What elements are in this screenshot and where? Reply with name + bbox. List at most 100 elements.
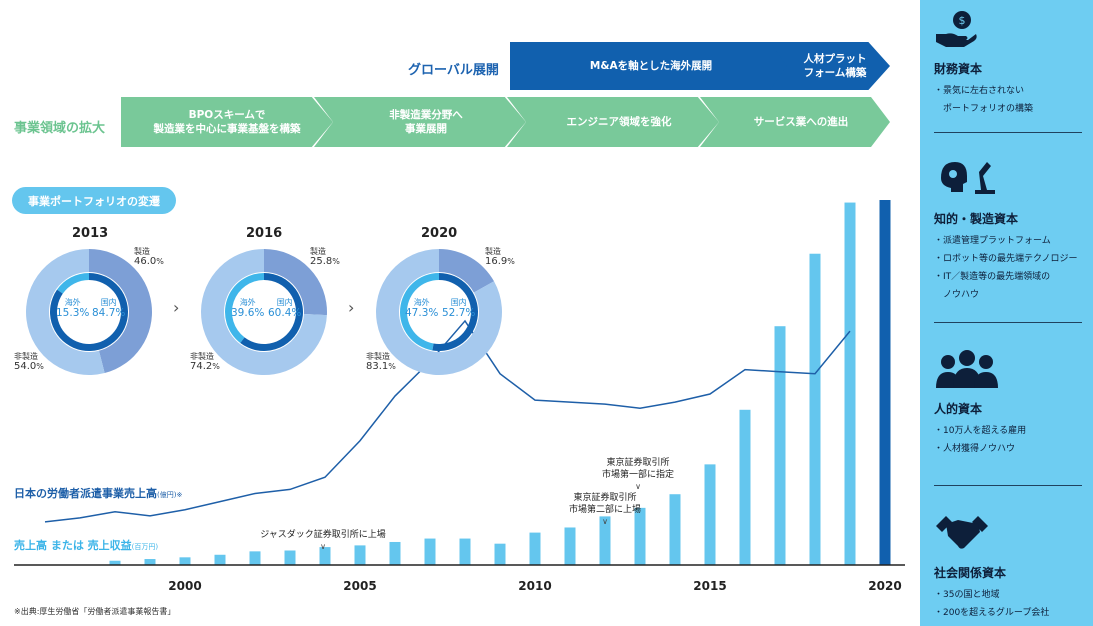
donut-year-2013: 2013 xyxy=(72,226,109,241)
capital-title: 知的・製造資本 xyxy=(934,212,1019,226)
x-tick-2010: 2010 xyxy=(518,579,551,593)
donut-2020 xyxy=(376,249,502,375)
domestic-label-2016: 国内 60.4% xyxy=(268,298,302,319)
donut-mfg-slice xyxy=(439,249,495,293)
donut-year-2016: 2016 xyxy=(246,226,283,241)
business-step-4: サービス業への進出 xyxy=(700,97,890,147)
bar-2001 xyxy=(214,554,226,565)
source-note: ※出典:厚生労働省「労働者派遣事業報告書」 xyxy=(14,607,176,616)
donut-domestic-arc xyxy=(432,273,478,351)
chevron-right-icon: › xyxy=(173,298,180,317)
capital-item: ・ロボット等の最先端テクノロジー xyxy=(934,254,1078,264)
domestic-label-2020: 国内 52.7% xyxy=(442,298,476,319)
overseas-label-2016: 海外 39.6% xyxy=(231,298,265,319)
donut-mfg-slice xyxy=(264,249,327,316)
capital-panel: $ 財務資本 ・景気に左右されない ポートフォリオの構築 知的・製造資本 ・派遣… xyxy=(920,0,1093,626)
line-series-label: 日本の労働者派遣事業売上高(億円)※ xyxy=(14,487,183,500)
capital-item: ・10万人を超える雇用 xyxy=(934,426,1027,436)
svg-text:$: $ xyxy=(959,14,966,27)
nonmfg-label-2016: 非製造 74.2% xyxy=(190,352,220,372)
bar-2014 xyxy=(669,494,681,565)
handshake-icon xyxy=(936,516,988,549)
donut-overseas-arc xyxy=(400,273,439,351)
capital-title: 人的資本 xyxy=(934,402,983,416)
global-step-1: M&Aを軸とした海外展開 xyxy=(510,42,792,90)
brain-robot-icon xyxy=(941,162,995,194)
overseas-label-2013: 海外 15.3% xyxy=(56,298,90,319)
annotation-tse-first: 東京証券取引所 市場第一部に指定 ∨ xyxy=(601,458,674,491)
bar-1998 xyxy=(109,560,121,565)
divider xyxy=(934,485,1082,486)
business-row-label: 事業領域の拡大 xyxy=(14,121,106,136)
capital-item: ・派遣管理プラットフォーム xyxy=(934,236,1051,246)
donut-overseas-arc xyxy=(225,273,264,343)
mfg-label-2020: 製造 16.9% xyxy=(485,247,515,267)
annotation-jasdaq: ジャスダック証券取引所に上場 ∨ xyxy=(260,530,386,551)
nonmfg-label-2013: 非製造 54.0% xyxy=(14,352,44,372)
bar-2018 xyxy=(809,253,821,566)
domestic-label-2013: 国内 84.7% xyxy=(92,298,126,319)
capital-financial: $ 財務資本 ・景気に左右されない ポートフォリオの構築 xyxy=(934,8,1084,118)
bar-2003 xyxy=(284,550,296,565)
nonmfg-label-2020: 非製造 83.1% xyxy=(366,352,396,372)
overseas-label-2020: 海外 47.3% xyxy=(405,298,439,319)
mfg-label-2013: 製造 46.0% xyxy=(134,247,164,267)
donut-nonmfg-slice xyxy=(26,249,105,375)
x-tick-2020: 2020 xyxy=(868,579,901,593)
bar-2015 xyxy=(704,464,716,565)
money-hand-icon: $ xyxy=(936,11,977,47)
bar-2006 xyxy=(389,541,401,565)
capital-title: 財務資本 xyxy=(934,62,983,76)
business-step-3: エンジニア領域を強化 xyxy=(507,97,719,147)
capital-human: 人的資本 ・10万人を超える雇用 ・人材獲得ノウハウ xyxy=(934,348,1084,458)
donut-overseas-arc xyxy=(57,273,89,294)
bar-2007 xyxy=(424,538,436,565)
donut-nonmfg-slice xyxy=(376,249,502,375)
bar-2011 xyxy=(564,527,576,565)
capital-item: ・35の国と地域 xyxy=(934,590,1000,600)
x-tick-2005: 2005 xyxy=(343,579,376,593)
bar-2012 xyxy=(599,516,611,565)
line-series xyxy=(44,319,851,523)
divider xyxy=(934,132,1082,133)
capital-intellectual: 知的・製造資本 ・派遣管理プラットフォーム ・ロボット等の最先端テクノロジー ・… xyxy=(934,158,1084,304)
bar-2013 xyxy=(634,507,646,565)
sales-chart: 2000 2005 2010 2015 2020 xyxy=(14,200,905,593)
bar-2017 xyxy=(774,326,786,565)
capital-social: 社会関係資本 ・35の国と地域 ・200を超えるグループ会社 xyxy=(934,512,1084,622)
bar-2004 xyxy=(319,547,331,565)
donut-2016 xyxy=(201,249,327,375)
donut-mfg-slice xyxy=(89,249,153,374)
mfg-label-2016: 製造 25.8% xyxy=(310,247,340,267)
bar-series-label: 売上高 または 売上収益(百万円) xyxy=(14,539,159,552)
global-row-label: グローバル展開 xyxy=(408,63,499,78)
business-step-1: BPOスキームで 製造業を中心に事業基盤を構築 xyxy=(121,97,333,147)
donut-domestic-arc xyxy=(240,273,303,351)
people-icon xyxy=(936,350,998,388)
business-step-2: 非製造業分野へ 事業展開 xyxy=(314,97,526,147)
annotation-tse-second: 東京証券取引所 市場第二部に上場 ∨ xyxy=(568,493,641,526)
chevron-right-icon: › xyxy=(348,298,355,317)
bar-2000 xyxy=(179,557,191,565)
bar-2019 xyxy=(844,202,856,565)
bar-2016 xyxy=(739,409,751,565)
capital-item: ・200を超えるグループ会社 xyxy=(934,608,1050,618)
bar-2020 xyxy=(879,200,891,565)
bar-2009 xyxy=(494,543,506,565)
bar-1999 xyxy=(144,559,156,565)
capital-item: ・人材獲得ノウハウ xyxy=(934,444,1016,454)
portfolio-title: 事業ポートフォリオの変遷 xyxy=(12,187,176,214)
bar-2005 xyxy=(354,545,366,565)
capital-item: ・IT／製造等の最先端領域の ノウハウ xyxy=(934,272,1051,300)
bar-2008 xyxy=(459,538,471,565)
donut-2013 xyxy=(26,249,153,375)
bar-2002 xyxy=(249,551,261,565)
bar-2010 xyxy=(529,532,541,565)
capital-title: 社会関係資本 xyxy=(934,566,1007,580)
global-step-2: 人材プラット フォーム構築 xyxy=(770,42,890,90)
divider xyxy=(934,322,1082,323)
donut-year-2020: 2020 xyxy=(421,226,458,241)
capital-item: ・景気に左右されない ポートフォリオの構築 xyxy=(934,86,1034,114)
x-tick-2000: 2000 xyxy=(168,579,201,593)
x-tick-2015: 2015 xyxy=(693,579,726,593)
